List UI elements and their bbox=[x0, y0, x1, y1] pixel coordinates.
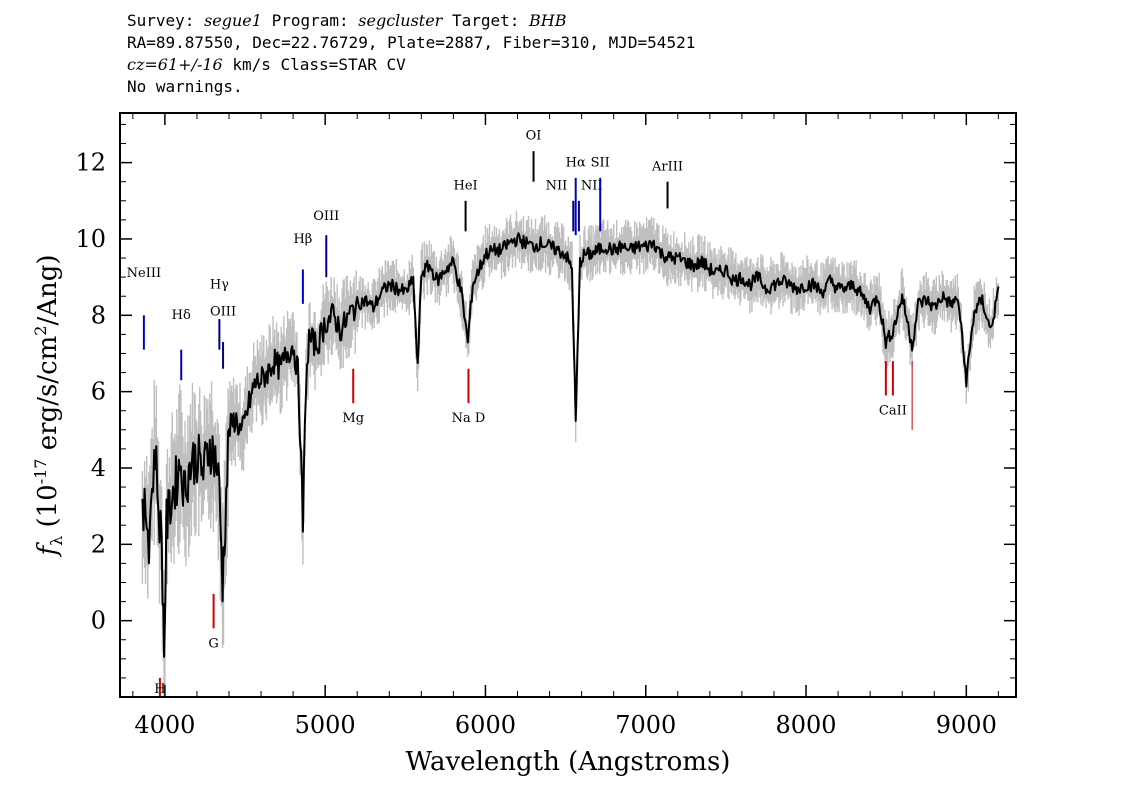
spectrum-line bbox=[141, 232, 1000, 658]
axis-ticks: 4000 5000 6000 7000 8000 9000 0 2 4 6 8 10 12 bbox=[75, 113, 1016, 739]
x-tick-label: 7000 bbox=[615, 711, 676, 739]
line-label-nii-6583: NII bbox=[581, 178, 603, 193]
cz-value: cz=61+/-16 bbox=[127, 55, 223, 74]
line-label-oiii-5007: OIII bbox=[313, 209, 339, 224]
y-tick-label: 6 bbox=[91, 378, 106, 406]
program-label: Program: bbox=[261, 11, 359, 30]
y-tick-label: 8 bbox=[91, 301, 106, 329]
target-label: Target: bbox=[442, 11, 530, 30]
survey-label: Survey: bbox=[127, 11, 205, 30]
header-line-redshift: cz=61+/-16 km/s Class=STAR CV bbox=[127, 54, 1077, 76]
plot-frame bbox=[119, 112, 1017, 698]
x-tick-label: 6000 bbox=[455, 711, 516, 739]
header-line-survey: Survey: segue1 Program: segcluster Targe… bbox=[127, 10, 1077, 32]
line-label-sii-6716: SII bbox=[591, 155, 610, 170]
line-label-h-6563: Hα bbox=[566, 155, 586, 170]
x-tick-label: 4000 bbox=[134, 711, 195, 739]
line-label-neiii-3869: NeIII bbox=[127, 266, 161, 281]
target-value: BHB bbox=[529, 11, 567, 30]
line-label-nii-6548: NII bbox=[546, 178, 568, 193]
line-label-ariii-7136: ArIII bbox=[651, 159, 683, 174]
spectrum-header: Survey: segue1 Program: segcluster Targe… bbox=[127, 10, 1077, 98]
noise-band bbox=[141, 210, 1000, 697]
y-tick-label: 2 bbox=[91, 530, 106, 558]
y-axis-title: fλ (10-17 erg/s/cm2/Ang) bbox=[31, 254, 66, 557]
survey-value: segue1 bbox=[204, 11, 262, 30]
line-label-caii-8542: CaII bbox=[879, 404, 907, 419]
series-layer bbox=[141, 232, 1000, 658]
line-label-h-4102: Hδ bbox=[172, 308, 191, 323]
y-tick-label: 12 bbox=[75, 149, 106, 177]
x-tick-label: 5000 bbox=[295, 711, 356, 739]
line-label-h-3969: H bbox=[154, 682, 165, 697]
program-value: segcluster bbox=[358, 11, 443, 30]
line-label-oi-6300: OI bbox=[526, 129, 542, 144]
line-label-h-4861: Hβ bbox=[293, 232, 312, 247]
x-tick-label: 9000 bbox=[936, 711, 997, 739]
line-label-g-4304: G bbox=[208, 636, 218, 651]
y-tick-label: 10 bbox=[75, 225, 106, 253]
x-tick-label: 8000 bbox=[775, 711, 836, 739]
y-tick-label: 0 bbox=[91, 607, 106, 635]
line-label-h-4340: Hγ bbox=[210, 278, 229, 293]
line-label-oiii-4363: OIII bbox=[210, 304, 236, 319]
header-line-coordinates: RA=89.87550, Dec=22.76729, Plate=2887, F… bbox=[127, 33, 696, 52]
line-label-mg-5175: Mg bbox=[342, 411, 364, 426]
x-axis-title: Wavelength (Angstroms) bbox=[406, 747, 731, 777]
line-label-hei-5876: HeI bbox=[453, 178, 477, 193]
noise-band-path bbox=[141, 210, 1000, 697]
class-value: km/s Class=STAR CV bbox=[222, 55, 406, 74]
y-tick-label: 4 bbox=[91, 454, 106, 482]
header-line-warnings: No warnings. bbox=[127, 77, 243, 96]
line-label-nad-5894: Na D bbox=[452, 411, 486, 426]
